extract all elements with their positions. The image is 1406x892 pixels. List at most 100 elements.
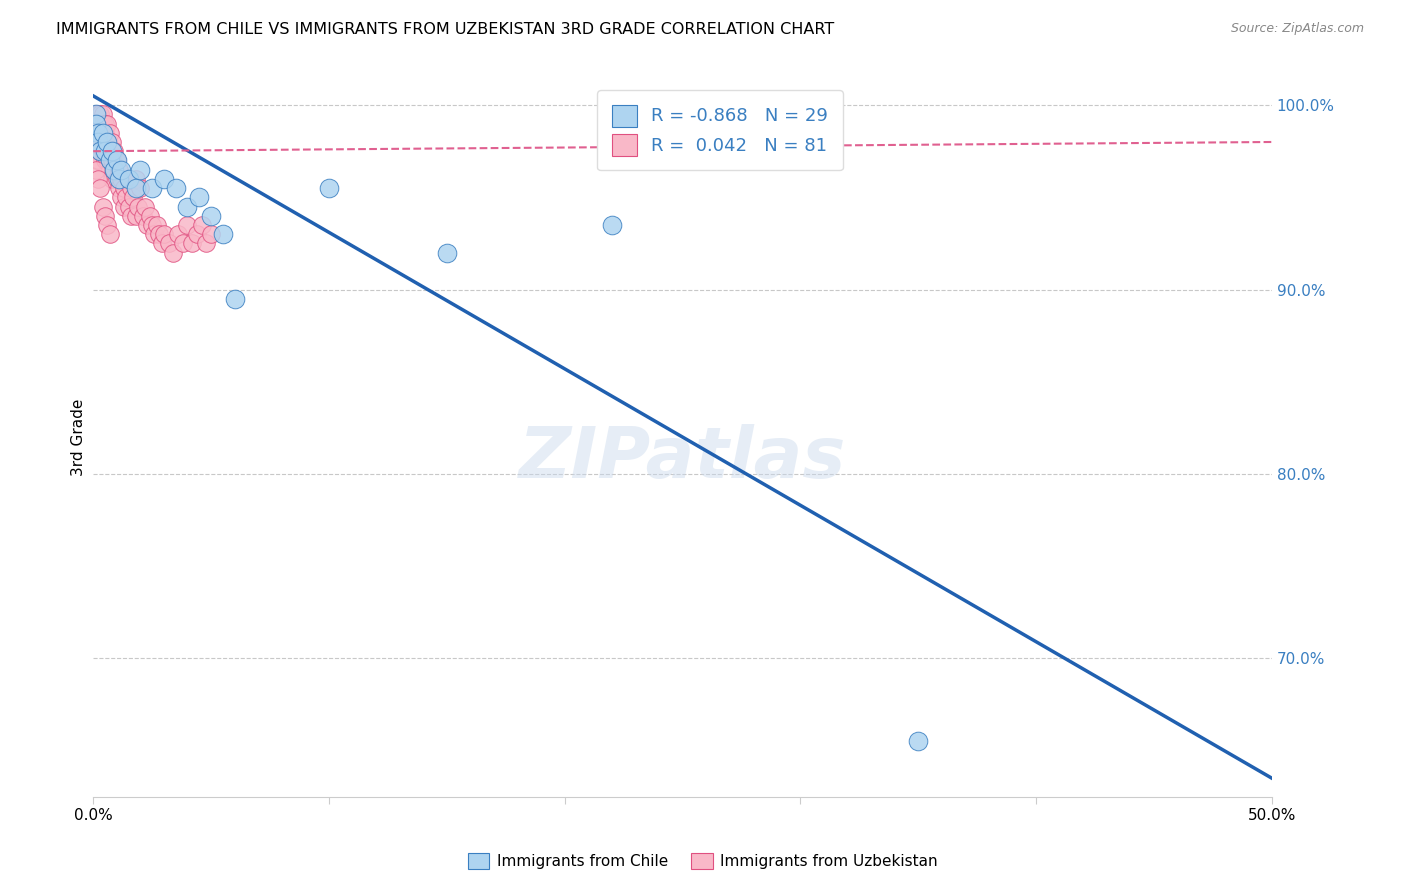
Point	[96, 117, 118, 131]
Point	[101, 135, 124, 149]
Point	[108, 181, 131, 195]
Point	[105, 153, 128, 168]
Point	[89, 135, 111, 149]
Point	[91, 126, 114, 140]
Point	[110, 190, 132, 204]
Point	[84, 107, 107, 121]
Point	[105, 153, 128, 168]
Point	[87, 135, 110, 149]
Point	[94, 135, 117, 149]
Point	[436, 245, 458, 260]
Point	[124, 172, 146, 186]
Point	[157, 236, 180, 251]
Point	[98, 145, 121, 159]
Point	[162, 245, 184, 260]
Point	[122, 190, 145, 204]
Point	[87, 172, 110, 186]
Point	[91, 145, 114, 159]
Legend: R = -0.868   N = 29, R =  0.042   N = 81: R = -0.868 N = 29, R = 0.042 N = 81	[598, 90, 842, 170]
Point	[124, 181, 146, 195]
Point	[167, 227, 190, 242]
Point	[117, 172, 139, 186]
Point	[91, 126, 114, 140]
Point	[134, 200, 156, 214]
Point	[84, 135, 107, 149]
Point	[129, 181, 152, 195]
Point	[96, 153, 118, 168]
Point	[87, 117, 110, 131]
Point	[98, 153, 121, 168]
Text: Source: ZipAtlas.com: Source: ZipAtlas.com	[1230, 22, 1364, 36]
Point	[127, 200, 149, 214]
Point	[87, 145, 110, 159]
Point	[87, 135, 110, 149]
Point	[108, 162, 131, 177]
Point	[98, 227, 121, 242]
Point	[117, 200, 139, 214]
Point	[224, 292, 246, 306]
Point	[87, 153, 110, 168]
Point	[188, 190, 211, 204]
Point	[103, 162, 125, 177]
Point	[98, 126, 121, 140]
Point	[84, 145, 107, 159]
Point	[87, 126, 110, 140]
Point	[89, 181, 111, 195]
Point	[176, 200, 198, 214]
Point	[84, 107, 107, 121]
Point	[186, 227, 208, 242]
Point	[117, 172, 139, 186]
Point	[153, 172, 176, 186]
Point	[181, 236, 204, 251]
Point	[96, 135, 118, 149]
Point	[112, 200, 135, 214]
Point	[96, 135, 118, 149]
Point	[907, 734, 929, 748]
Point	[176, 218, 198, 232]
Point	[103, 162, 125, 177]
Point	[146, 218, 169, 232]
Point	[89, 145, 111, 159]
Point	[94, 209, 117, 223]
Point	[115, 190, 138, 204]
Point	[141, 181, 163, 195]
Point	[200, 209, 222, 223]
Point	[195, 236, 218, 251]
Point	[101, 172, 124, 186]
Point	[94, 126, 117, 140]
Point	[84, 117, 107, 131]
Point	[110, 162, 132, 177]
Point	[94, 145, 117, 159]
Point	[139, 209, 162, 223]
Point	[98, 162, 121, 177]
Point	[141, 218, 163, 232]
Point	[108, 172, 131, 186]
Point	[105, 172, 128, 186]
Point	[91, 107, 114, 121]
Point	[87, 126, 110, 140]
Point	[94, 117, 117, 131]
Point	[211, 227, 233, 242]
Point	[165, 181, 187, 195]
Point	[318, 181, 340, 195]
Point	[148, 227, 170, 242]
Point	[172, 236, 194, 251]
Point	[153, 227, 176, 242]
Point	[600, 218, 623, 232]
Point	[124, 209, 146, 223]
Point	[87, 107, 110, 121]
Point	[84, 162, 107, 177]
Text: ZIPatlas: ZIPatlas	[519, 424, 846, 493]
Point	[131, 209, 153, 223]
Point	[94, 153, 117, 168]
Point	[84, 126, 107, 140]
Point	[84, 117, 107, 131]
Point	[110, 172, 132, 186]
Point	[103, 145, 125, 159]
Point	[129, 162, 152, 177]
Point	[91, 200, 114, 214]
Text: IMMIGRANTS FROM CHILE VS IMMIGRANTS FROM UZBEKISTAN 3RD GRADE CORRELATION CHART: IMMIGRANTS FROM CHILE VS IMMIGRANTS FROM…	[56, 22, 835, 37]
Point	[101, 153, 124, 168]
Point	[101, 145, 124, 159]
Point	[143, 227, 166, 242]
